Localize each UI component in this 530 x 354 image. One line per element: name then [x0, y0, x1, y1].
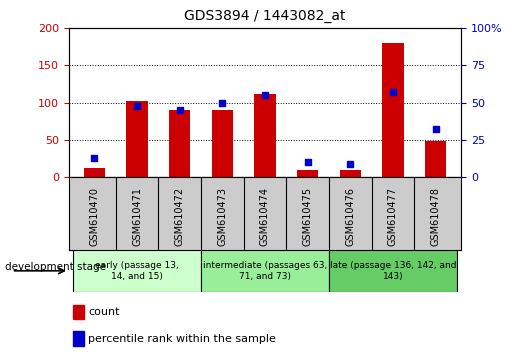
- Text: GSM610471: GSM610471: [132, 187, 142, 246]
- Bar: [127, 101, 148, 177]
- Text: GSM610472: GSM610472: [175, 187, 185, 246]
- Text: GSM610475: GSM610475: [303, 187, 313, 246]
- Bar: [425, 141, 446, 177]
- Text: GSM610478: GSM610478: [430, 187, 440, 246]
- Point: [175, 107, 184, 113]
- Point: [133, 103, 142, 108]
- Bar: [340, 170, 361, 177]
- Point: [346, 161, 355, 166]
- Text: intermediate (passages 63,
71, and 73): intermediate (passages 63, 71, and 73): [203, 261, 327, 280]
- Bar: [73, 331, 84, 346]
- Bar: [73, 304, 84, 319]
- Text: percentile rank within the sample: percentile rank within the sample: [88, 333, 276, 344]
- Bar: [201, 250, 329, 292]
- Text: GSM610470: GSM610470: [90, 187, 100, 246]
- Bar: [382, 43, 403, 177]
- Text: GSM610476: GSM610476: [345, 187, 355, 246]
- Point: [388, 90, 397, 95]
- Text: late (passage 136, 142, and
143): late (passage 136, 142, and 143): [330, 261, 456, 280]
- Text: count: count: [88, 307, 119, 317]
- Text: development stage: development stage: [5, 262, 107, 272]
- Bar: [169, 110, 190, 177]
- Point: [303, 159, 312, 165]
- Bar: [211, 110, 233, 177]
- Text: GDS3894 / 1443082_at: GDS3894 / 1443082_at: [184, 9, 346, 23]
- Point: [261, 92, 269, 98]
- Bar: [329, 250, 457, 292]
- Text: GSM610474: GSM610474: [260, 187, 270, 246]
- Bar: [73, 250, 201, 292]
- Bar: [254, 94, 276, 177]
- Bar: [297, 170, 319, 177]
- Point: [431, 127, 440, 132]
- Point: [218, 100, 227, 105]
- Text: GSM610473: GSM610473: [217, 187, 227, 246]
- Text: GSM610477: GSM610477: [388, 187, 398, 246]
- Bar: [84, 168, 105, 177]
- Point: [90, 155, 99, 160]
- Text: early (passage 13,
14, and 15): early (passage 13, 14, and 15): [95, 261, 179, 280]
